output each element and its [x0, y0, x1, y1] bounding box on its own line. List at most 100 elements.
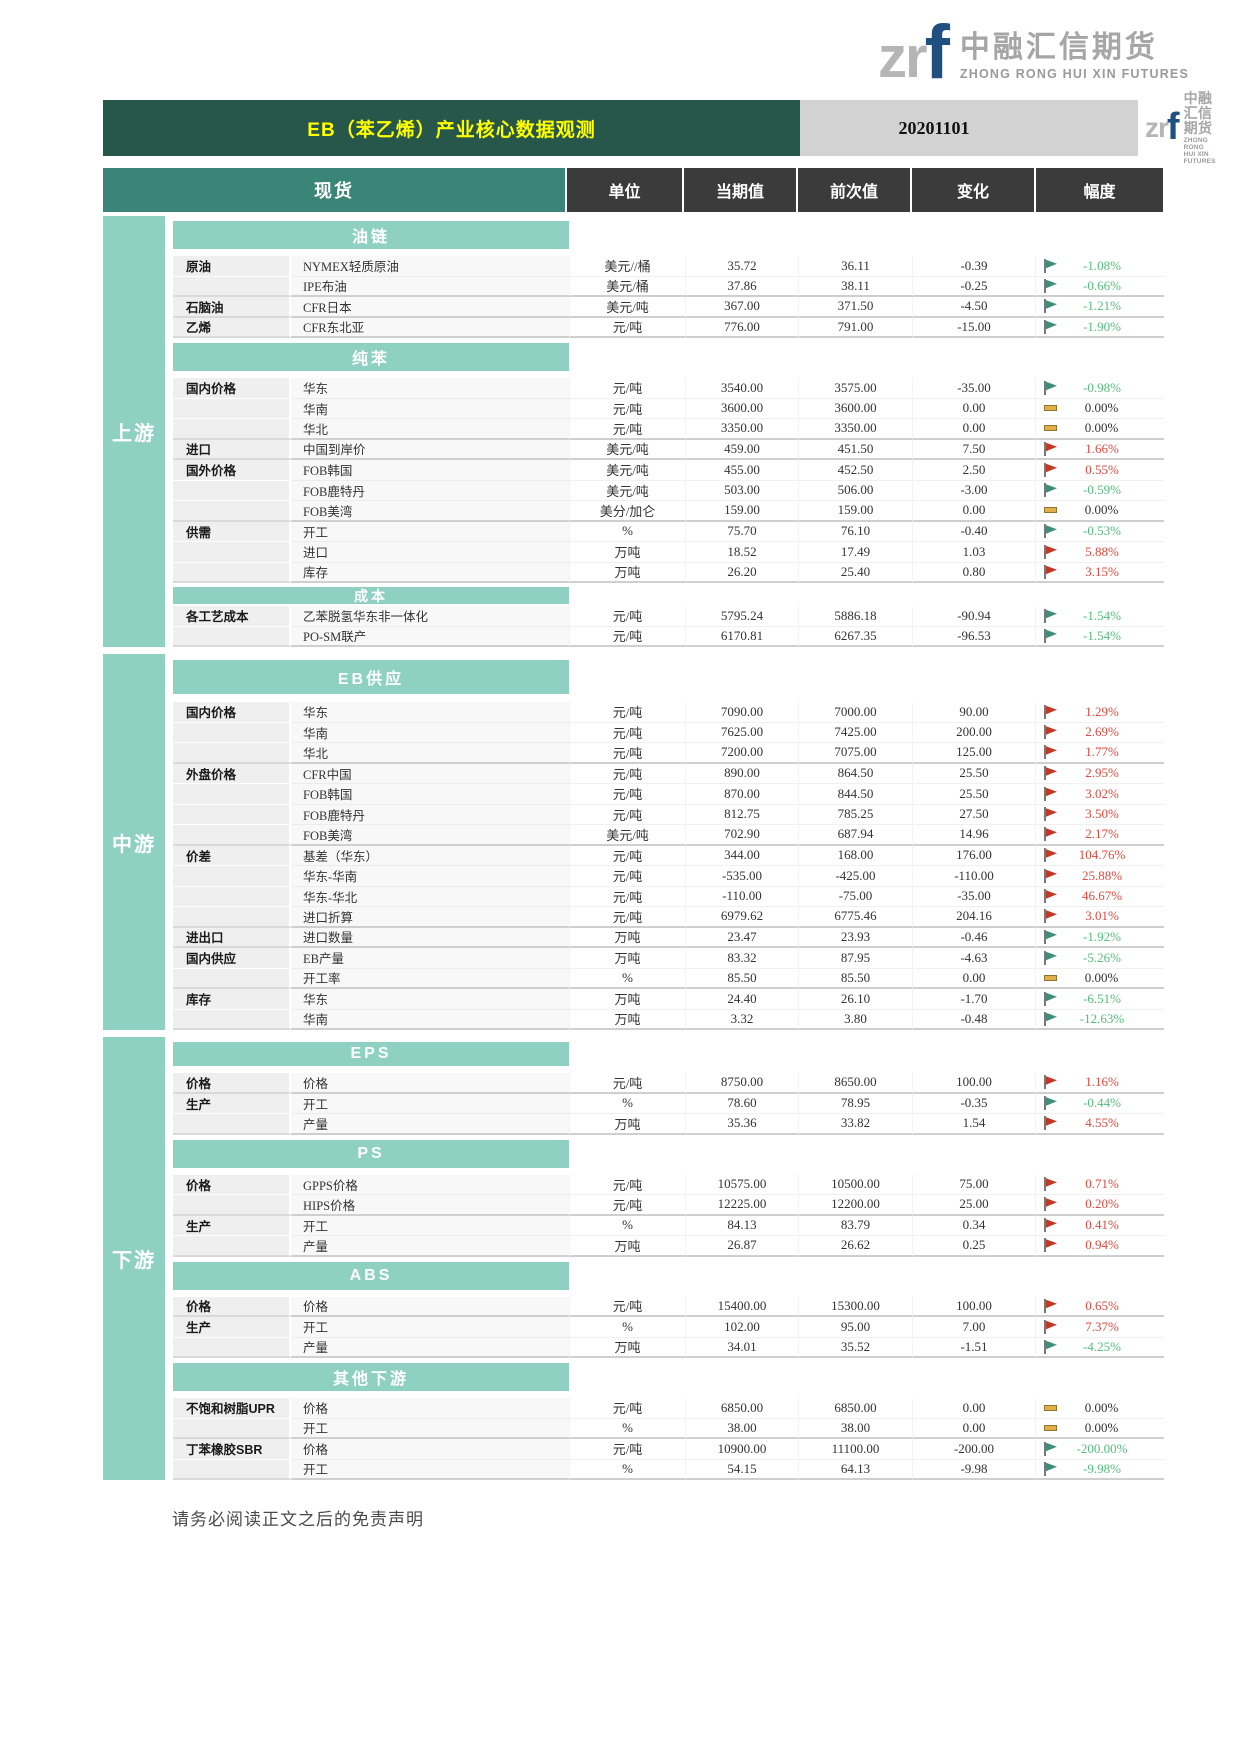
range-cell: 5.88%	[1035, 542, 1164, 563]
range-percent: 1.66%	[1085, 440, 1119, 456]
previous-value-cell: 38.11	[798, 276, 912, 297]
rise-flag-icon	[1043, 848, 1058, 863]
fall-flag-icon	[1043, 1096, 1058, 1111]
table-row: 国内价格 华东 元/吨 3540.00 3575.00 -35.00 -0.98%	[173, 378, 1165, 399]
previous-value-cell: 6850.00	[798, 1398, 912, 1419]
range-cell: 0.00%	[1035, 1398, 1164, 1419]
change-value-cell: -0.46	[912, 927, 1035, 948]
current-value-cell: 8750.00	[685, 1073, 798, 1094]
row-group-label: 进出口	[173, 927, 291, 948]
range-percent: -1.54%	[1083, 627, 1121, 643]
row-group-label	[173, 825, 291, 846]
range-percent: 0.00%	[1084, 1419, 1119, 1435]
range-cell: 1.66%	[1035, 439, 1164, 460]
segment-midstream: 中游 EB供应 国内价格 华东 元/吨 7090.00 7000.00 90.00 1.29% 华…	[103, 654, 1165, 1030]
previous-value-cell: 87.95	[798, 948, 912, 969]
previous-value-cell: 12200.00	[798, 1195, 912, 1216]
previous-value-cell: 6775.46	[798, 907, 912, 928]
current-value-cell: 6850.00	[685, 1398, 798, 1419]
fall-flag-icon	[1043, 991, 1058, 1006]
row-group-label	[173, 1418, 291, 1439]
range-cell: -0.66%	[1035, 276, 1164, 297]
range-cell: -5.26%	[1035, 948, 1164, 969]
row-item-label: IPE布油	[291, 276, 569, 297]
range-percent: -200.00%	[1076, 1440, 1128, 1456]
range-percent: 0.00%	[1084, 420, 1119, 436]
current-value-cell: 35.72	[685, 256, 798, 277]
rise-flag-icon	[1043, 462, 1058, 477]
previous-value-cell: -75.00	[798, 886, 912, 907]
previous-value-cell: 3575.00	[798, 378, 912, 399]
row-item-label: 产量	[291, 1337, 569, 1358]
row-group-label	[173, 784, 291, 805]
flat-bar-icon	[1044, 405, 1057, 412]
range-percent: 104.76%	[1078, 847, 1126, 863]
row-group-label: 价格	[173, 1073, 291, 1094]
range-percent: 0.94%	[1085, 1237, 1119, 1253]
row-group-label: 生产	[173, 1093, 291, 1114]
row-item-label: 进口数量	[291, 927, 569, 948]
row-group-label	[173, 562, 291, 583]
sections-upstream: 油链 原油 NYMEX轻质原油 美元//桶 35.72 36.11 -0.39 -1.08% I…	[173, 216, 1165, 647]
row-item-label: 开工	[291, 521, 569, 542]
table-row: 华北 元/吨 3350.00 3350.00 0.00 0.00%	[173, 419, 1165, 440]
range-cell: 0.00%	[1035, 398, 1164, 419]
table-row: 华南 元/吨 3600.00 3600.00 0.00 0.00%	[173, 398, 1165, 419]
section-band-oil-chain: 油链	[173, 221, 569, 249]
range-percent: -12.63%	[1079, 1010, 1125, 1026]
previous-value-cell: 451.50	[798, 439, 912, 460]
fall-flag-icon	[1043, 483, 1058, 498]
unit-cell: 元/吨	[569, 1296, 685, 1317]
unit-cell: 美元/吨	[569, 460, 685, 481]
row-group-label: 外盘价格	[173, 763, 291, 784]
current-value-cell: 38.00	[685, 1418, 798, 1439]
current-value-cell: 12225.00	[685, 1195, 798, 1216]
table-row: 供需 开工% 75.70 76.10 -0.40 -0.53%	[173, 521, 1165, 542]
table-row: 生产 开工% 102.00 95.00 7.00 7.37%	[173, 1317, 1165, 1338]
current-value-cell: 85.50	[685, 968, 798, 989]
rise-flag-icon	[1043, 1177, 1058, 1192]
fall-flag-icon	[1043, 319, 1058, 334]
previous-value-cell: 8650.00	[798, 1073, 912, 1094]
row-group-label	[173, 626, 291, 647]
change-value-cell: 90.00	[912, 702, 1035, 723]
table-row: 华东-华北 元/吨 -110.00 -75.00 -35.00 46.67%	[173, 886, 1165, 907]
row-item-label: 进口	[291, 542, 569, 563]
row-item-label: GPPS价格	[291, 1174, 569, 1195]
range-cell: -1.92%	[1035, 927, 1164, 948]
current-value-cell: 776.00	[685, 317, 798, 338]
row-item-label: NYMEX轻质原油	[291, 256, 569, 277]
table-row: 进口 中国到岸价 美元/吨 459.00 451.50 7.50 1.66%	[173, 439, 1165, 460]
unit-cell: 万吨	[569, 927, 685, 948]
table-row: 华北 元/吨 7200.00 7075.00 125.00 1.77%	[173, 743, 1165, 764]
unit-cell: 元/吨	[569, 763, 685, 784]
range-cell: -1.08%	[1035, 256, 1164, 277]
range-percent: 7.37%	[1085, 1318, 1119, 1334]
row-group-label	[173, 1337, 291, 1358]
previous-value-cell: 7000.00	[798, 702, 912, 723]
change-value-cell: -9.98	[912, 1459, 1035, 1480]
rise-flag-icon	[1043, 1075, 1058, 1090]
row-group-label	[173, 866, 291, 887]
table-row: PO-SM联产 元/吨 6170.81 6267.35 -96.53 -1.54%	[173, 626, 1165, 647]
change-value-cell: 0.00	[912, 1398, 1035, 1419]
table-body: 上游 油链 原油 NYMEX轻质原油 美元//桶 35.72 36.11 -0.39 -1.08…	[103, 216, 1165, 1487]
unit-cell: 万吨	[569, 542, 685, 563]
row-group-label: 石脑油	[173, 297, 291, 318]
row-item-label: 中国到岸价	[291, 439, 569, 460]
unit-cell: 元/吨	[569, 845, 685, 866]
change-value-cell: 100.00	[912, 1073, 1035, 1094]
current-value-cell: 5795.24	[685, 606, 798, 627]
flat-bar-icon	[1044, 1424, 1057, 1431]
change-value-cell: -35.00	[912, 378, 1035, 399]
unit-cell: 万吨	[569, 562, 685, 583]
previous-value-cell: -425.00	[798, 866, 912, 887]
row-item-label: 华南	[291, 1009, 569, 1030]
side-band-upstream: 上游	[103, 216, 165, 647]
side-band-downstream: 下游	[103, 1037, 165, 1480]
change-value-cell: 75.00	[912, 1174, 1035, 1195]
unit-cell: %	[569, 1317, 685, 1338]
segment-downstream: 下游 EPS 价格 价格 元/吨 8750.00 8650.00 100.00 1.16% 生产开…	[103, 1037, 1165, 1480]
unit-cell: 美元/吨	[569, 439, 685, 460]
previous-value-cell: 25.40	[798, 562, 912, 583]
